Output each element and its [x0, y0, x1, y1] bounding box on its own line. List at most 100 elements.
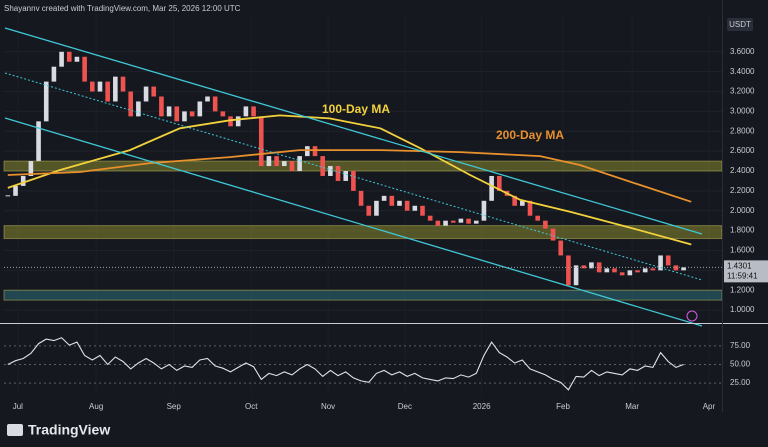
candle	[258, 116, 264, 167]
y-tick-label: 3.2000	[730, 87, 755, 96]
candle	[90, 81, 95, 92]
candle	[404, 200, 410, 211]
channel-mid	[4, 72, 703, 281]
candle	[535, 215, 541, 221]
candle	[658, 255, 663, 271]
candle	[251, 106, 256, 117]
candle	[366, 205, 372, 216]
candle	[297, 156, 302, 172]
candle	[650, 268, 656, 271]
candle	[351, 171, 356, 191]
candle	[512, 195, 517, 206]
currency-badge	[727, 18, 753, 31]
x-tick-label: Oct	[245, 402, 258, 411]
ma-line	[7, 114, 692, 246]
candle	[128, 91, 134, 117]
candle	[97, 81, 103, 92]
candle	[197, 101, 203, 117]
header-title: Shayannv created with TradingView.com, M…	[4, 4, 241, 13]
candle	[543, 220, 548, 229]
candle	[174, 106, 180, 122]
x-tick-label: Sep	[167, 402, 182, 411]
candle	[13, 185, 18, 196]
candle	[312, 146, 318, 157]
candle	[289, 161, 295, 172]
candle	[489, 175, 494, 201]
candle	[335, 166, 341, 181]
y-tick-label: 1.2000	[730, 285, 755, 294]
candle	[74, 56, 80, 62]
y-tick-label: 1.8000	[730, 226, 755, 235]
candle	[604, 268, 610, 273]
candle	[43, 81, 49, 122]
x-tick-label: Mar	[625, 402, 639, 411]
countdown: 11:59:41	[727, 271, 758, 280]
price-badge	[724, 260, 768, 283]
channel-upper	[4, 27, 703, 235]
event-icon[interactable]	[686, 310, 698, 322]
candle	[305, 146, 310, 157]
candle	[182, 111, 187, 122]
plot-area	[3, 14, 723, 395]
candle	[166, 106, 172, 117]
candle	[189, 111, 195, 117]
annotation: 200-Day MA	[496, 128, 564, 142]
y-tick-label: 2.8000	[730, 126, 755, 135]
candle	[274, 156, 279, 167]
candle	[381, 195, 387, 201]
candle	[358, 190, 364, 206]
candle	[497, 175, 502, 191]
x-tick-label: Apr	[703, 402, 716, 411]
y-tick-label: 2.0000	[730, 206, 755, 215]
annotation: 100-Day MA	[322, 102, 390, 116]
candle	[320, 156, 325, 176]
candle	[443, 220, 448, 226]
candle	[473, 220, 479, 224]
candle	[527, 200, 533, 216]
candle	[243, 106, 249, 117]
candle	[220, 111, 226, 117]
zone	[3, 160, 723, 172]
y-tick-label: 2.2000	[730, 186, 755, 195]
candle	[266, 156, 272, 167]
candle	[328, 166, 333, 176]
x-tick-label: Jul	[13, 402, 23, 411]
y-tick-label: 2.6000	[730, 146, 755, 155]
x-tick-label: Aug	[89, 402, 103, 411]
candle	[374, 200, 379, 216]
y-tick-label: 1.0000	[730, 305, 755, 314]
candle	[113, 76, 118, 102]
candle	[619, 272, 625, 276]
candle	[66, 51, 72, 62]
candle	[665, 255, 671, 266]
candle	[143, 86, 149, 102]
candle	[520, 200, 525, 206]
candle	[281, 161, 287, 167]
channel-lower	[4, 117, 703, 327]
zone	[3, 289, 723, 301]
candle	[28, 161, 34, 176]
y-tick-label: 3.0000	[730, 107, 755, 116]
candle	[635, 270, 640, 273]
candle	[389, 195, 395, 206]
candle	[673, 265, 679, 271]
rsi-line	[7, 337, 684, 391]
candle	[427, 215, 433, 221]
candle	[20, 175, 26, 186]
x-tick-label: Nov	[321, 402, 335, 411]
logo: TradingView	[28, 422, 110, 438]
candle	[212, 96, 218, 112]
y-tick-label: 1.6000	[730, 246, 755, 255]
x-tick-label: 2026	[473, 402, 491, 411]
candle	[573, 265, 579, 286]
candle	[627, 270, 633, 276]
y-tick-label: 50.00	[730, 360, 751, 369]
candle	[36, 121, 41, 162]
candle	[550, 228, 556, 241]
candle	[420, 205, 425, 216]
candle	[136, 101, 141, 117]
candle	[450, 220, 456, 223]
candle	[105, 81, 110, 102]
